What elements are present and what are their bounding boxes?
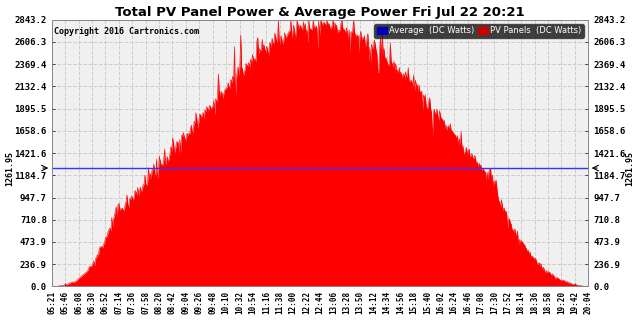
Title: Total PV Panel Power & Average Power Fri Jul 22 20:21: Total PV Panel Power & Average Power Fri… <box>115 5 525 19</box>
Text: 1261.95: 1261.95 <box>6 151 15 186</box>
Text: 1261.95: 1261.95 <box>625 151 634 186</box>
Text: Copyright 2016 Cartronics.com: Copyright 2016 Cartronics.com <box>54 27 200 36</box>
Legend: Average  (DC Watts), PV Panels  (DC Watts): Average (DC Watts), PV Panels (DC Watts) <box>374 24 584 38</box>
